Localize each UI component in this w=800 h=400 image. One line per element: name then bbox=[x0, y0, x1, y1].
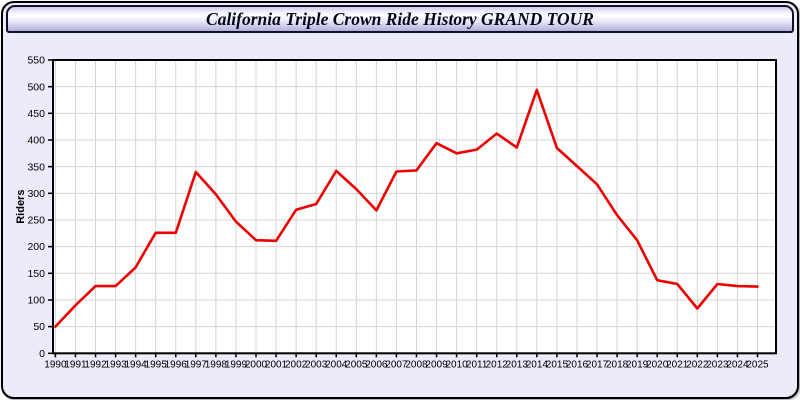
header-bar: California Triple Crown Ride History GRA… bbox=[6, 5, 794, 33]
page-title: California Triple Crown Ride History GRA… bbox=[206, 8, 594, 29]
